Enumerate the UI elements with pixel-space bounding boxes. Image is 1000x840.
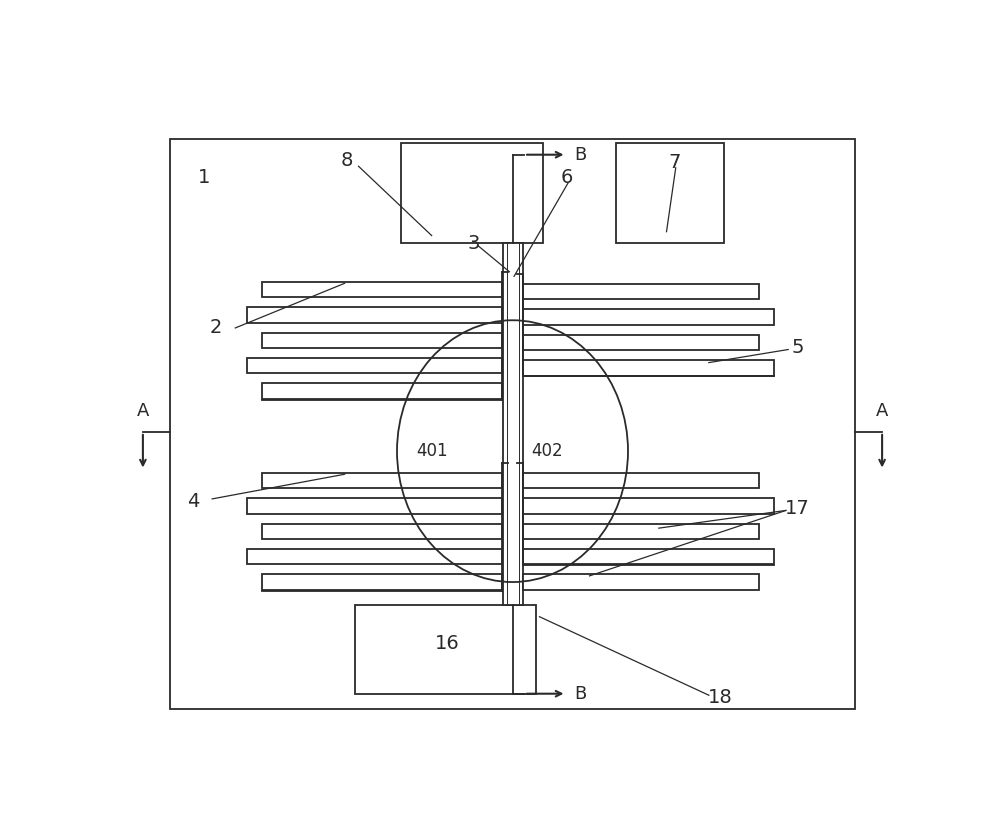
Bar <box>247 358 502 373</box>
Text: 1: 1 <box>198 168 211 187</box>
Bar <box>523 523 759 539</box>
Bar <box>523 575 759 590</box>
Bar <box>262 523 502 539</box>
Text: 401: 401 <box>416 442 447 460</box>
Text: 16: 16 <box>435 634 459 654</box>
Text: 2: 2 <box>210 318 222 338</box>
Text: 5: 5 <box>791 338 804 357</box>
Text: B: B <box>574 145 586 164</box>
Text: 4: 4 <box>187 491 199 511</box>
Bar <box>523 360 774 375</box>
Text: 18: 18 <box>708 688 733 707</box>
Bar <box>170 139 855 709</box>
Bar <box>262 281 502 297</box>
Bar <box>523 309 774 325</box>
Text: 3: 3 <box>468 234 480 253</box>
Bar <box>523 549 774 564</box>
Bar <box>247 307 502 323</box>
Text: 402: 402 <box>531 442 563 460</box>
Text: 7: 7 <box>668 153 680 172</box>
Bar <box>616 143 724 244</box>
Bar <box>401 143 543 244</box>
Text: A: A <box>137 402 149 420</box>
Text: 17: 17 <box>785 500 810 518</box>
Text: 8: 8 <box>341 151 353 171</box>
Text: 6: 6 <box>560 168 573 187</box>
Bar <box>523 335 759 350</box>
Bar <box>262 333 502 348</box>
Bar <box>523 498 774 513</box>
Bar <box>503 244 523 605</box>
Bar <box>247 498 502 513</box>
Bar <box>247 549 502 564</box>
Text: A: A <box>876 402 888 420</box>
Bar <box>355 605 536 694</box>
Bar <box>523 284 759 299</box>
Text: B: B <box>574 685 586 703</box>
Bar <box>523 473 759 488</box>
Bar <box>262 575 502 590</box>
Bar <box>262 383 502 399</box>
Bar <box>262 473 502 488</box>
